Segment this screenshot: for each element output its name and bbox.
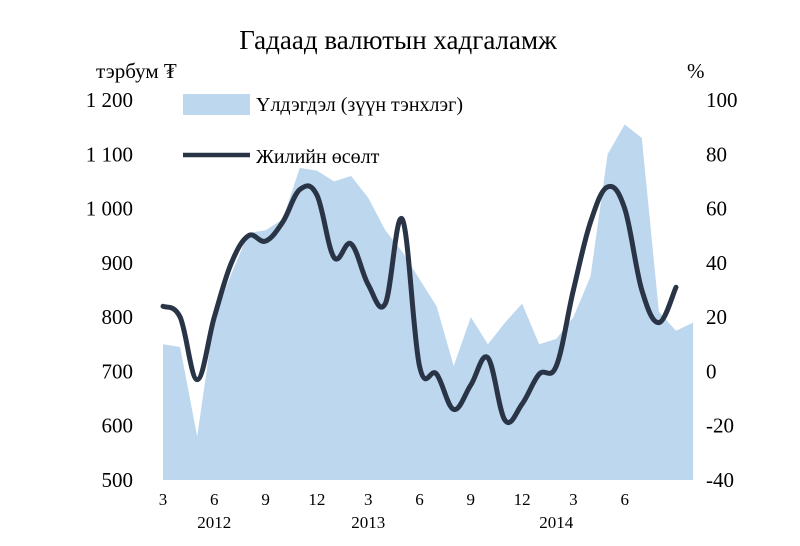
left-tick-label: 1 100 [86,142,133,166]
right-tick-label: 100 [706,88,738,112]
x-year-label: 2013 [351,513,385,532]
right-axis-unit: % [687,59,705,83]
x-tick-label: 3 [569,490,578,509]
left-axis-unit: тэрбум ₮ [96,59,177,83]
right-tick-label: 80 [706,142,727,166]
x-tick-label: 6 [415,490,424,509]
legend: Үлдэгдэл (зүүн тэнхлэг) Жилийн өсөлт [183,94,463,168]
legend-line-label: Жилийн өсөлт [256,146,380,168]
x-tick-label: 12 [308,490,325,509]
legend-area-label: Үлдэгдэл (зүүн тэнхлэг) [256,94,463,116]
line-series-growth [160,183,679,425]
left-tick-label: 900 [102,251,134,275]
x-tick-label: 3 [159,490,168,509]
chart-title: Гадаад валютын хадгаламж [239,25,557,55]
right-tick-label: 60 [706,197,727,221]
right-tick-label: 20 [706,305,727,329]
x-axis-ticks: 3 6 9 12 3 6 9 12 3 6 [159,490,629,509]
line-layer [160,183,679,425]
x-year-label: 2014 [539,513,574,532]
x-tick-label: 3 [364,490,373,509]
right-tick-label: 0 [706,359,717,383]
left-tick-label: 500 [102,468,134,492]
x-axis-year-labels: 2012 2013 2014 [197,513,574,532]
x-tick-label: 9 [261,490,270,509]
x-tick-label: 12 [514,490,531,509]
area-series-balance [163,124,694,481]
left-tick-label: 800 [102,305,134,329]
legend-area-swatch [183,94,250,115]
x-tick-label: 6 [210,490,219,509]
left-tick-label: 1 200 [86,88,133,112]
x-tick-label: 6 [620,490,629,509]
area-layer [163,124,694,481]
right-tick-label: -20 [706,414,734,438]
left-tick-label: 700 [102,359,134,383]
left-tick-label: 600 [102,414,134,438]
right-axis-ticks: 100 80 60 40 20 0 -20 -40 [706,88,738,492]
x-year-label: 2012 [197,513,231,532]
right-tick-label: 40 [706,251,727,275]
x-tick-label: 9 [467,490,476,509]
right-tick-label: -40 [706,468,734,492]
left-tick-label: 1 000 [86,197,133,221]
left-axis-ticks: 1 200 1 100 1 000 900 800 700 600 500 [86,88,133,492]
